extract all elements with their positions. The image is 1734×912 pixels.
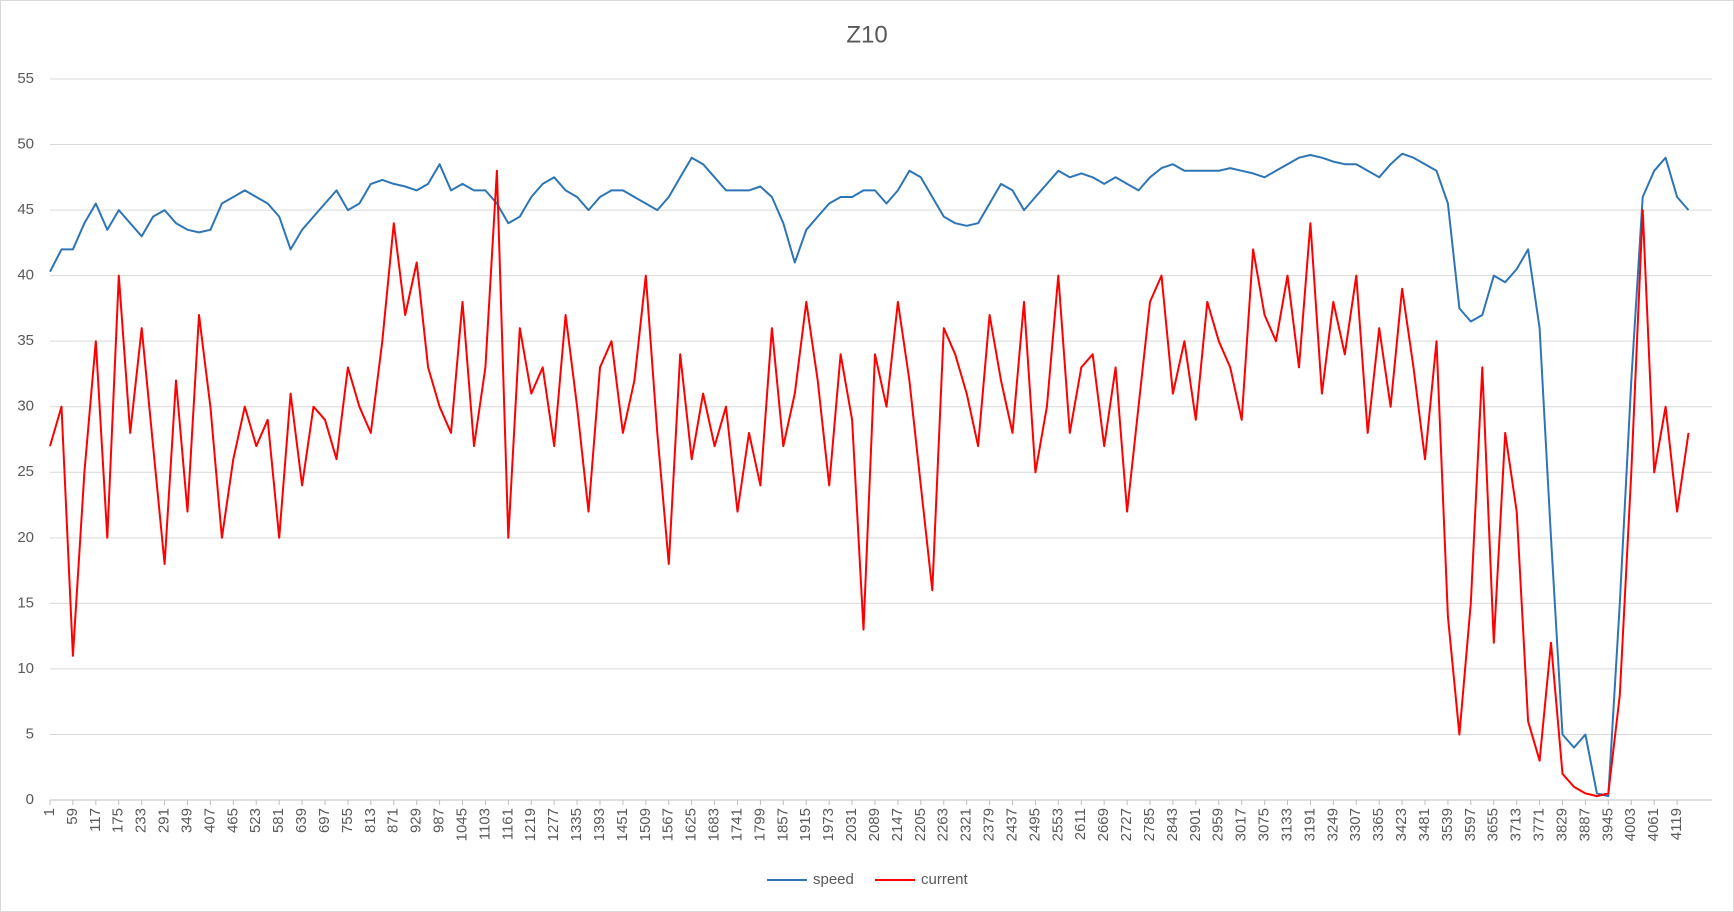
x-tick-label: 3481 (1416, 808, 1433, 841)
y-tick-label: 10 (17, 660, 34, 677)
x-tick-label: 1161 (499, 808, 516, 840)
x-tick-label: 3887 (1576, 808, 1593, 841)
x-tick-label: 1741 (728, 808, 745, 841)
x-tick-label: 4003 (1622, 808, 1639, 841)
x-tick-label: 2553 (1049, 808, 1066, 841)
x-tick-label: 2263 (935, 808, 952, 841)
x-tick-label: 2031 (843, 808, 860, 841)
x-tick-label: 2495 (1026, 808, 1043, 841)
x-tick-label: 2669 (1095, 808, 1112, 841)
x-tick-label: 639 (293, 808, 310, 833)
x-tick-label: 4119 (1668, 808, 1685, 840)
x-tick-label: 2379 (981, 808, 998, 841)
x-tick-label: 3655 (1485, 808, 1502, 841)
x-tick-label: 3829 (1553, 808, 1570, 841)
x-tick-label: 3017 (1233, 808, 1250, 841)
x-tick-label: 465 (224, 808, 241, 833)
x-tick-label: 3133 (1278, 808, 1295, 841)
x-tick-label: 59 (64, 808, 81, 825)
x-tick-label: 3365 (1370, 808, 1387, 841)
x-tick-label: 581 (270, 808, 287, 833)
y-tick-label: 50 (17, 136, 34, 153)
x-tick-label: 175 (110, 808, 127, 833)
x-tick-label: 1915 (797, 808, 814, 841)
x-tick-label: 2901 (1187, 808, 1204, 841)
x-tick-label: 3771 (1531, 808, 1548, 841)
y-tick-label: 25 (17, 463, 34, 480)
x-tick-label: 1103 (476, 808, 493, 840)
x-tick-label: 291 (156, 808, 173, 833)
series-line (49, 169, 1690, 798)
x-tick-label: 349 (178, 808, 195, 833)
x-tick-label: 3249 (1324, 808, 1341, 841)
x-tick-label: 697 (316, 808, 333, 833)
x-tick-label: 3191 (1301, 808, 1318, 841)
x-tick-label: 3945 (1599, 808, 1616, 841)
x-tick-label: 1335 (568, 808, 585, 841)
y-tick-label: 45 (17, 201, 34, 218)
x-tick-label: 1393 (591, 808, 608, 841)
legend-label: speed (813, 871, 854, 888)
x-tick-label: 1857 (774, 808, 791, 841)
x-tick-label: 1567 (660, 808, 677, 841)
x-tick-label: 929 (408, 808, 425, 833)
y-tick-label: 30 (17, 398, 34, 415)
y-tick-label: 5 (26, 725, 34, 742)
x-tick-label: 1277 (545, 808, 562, 841)
x-tick-label: 1 (41, 808, 58, 816)
x-tick-label: 813 (362, 808, 379, 833)
x-tick-label: 1509 (637, 808, 654, 841)
y-tick-label: 0 (26, 791, 34, 808)
y-tick-label: 55 (17, 70, 34, 87)
x-tick-label: 755 (339, 808, 356, 833)
x-tick-label: 1683 (706, 808, 723, 841)
x-tick-label: 1451 (614, 808, 631, 841)
x-tick-label: 2785 (1141, 808, 1158, 841)
legend-label: current (921, 871, 969, 888)
x-tick-label: 3597 (1462, 808, 1479, 841)
y-tick-label: 15 (17, 594, 34, 611)
x-tick-label: 3713 (1508, 808, 1525, 841)
y-tick-label: 20 (17, 529, 34, 546)
x-tick-label: 3423 (1393, 808, 1410, 841)
x-tick-label: 233 (133, 808, 150, 833)
series-line (49, 152, 1690, 798)
x-tick-label: 407 (201, 808, 218, 833)
x-tick-label: 117 (87, 808, 104, 832)
x-tick-label: 1973 (820, 808, 837, 841)
x-tick-label: 1045 (453, 808, 470, 841)
x-tick-label: 2437 (1003, 808, 1020, 841)
x-tick-label: 2205 (912, 808, 929, 841)
x-tick-label: 2089 (866, 808, 883, 841)
x-tick-label: 2611 (1072, 808, 1089, 840)
x-tick-label: 871 (385, 808, 402, 833)
x-tick-label: 2321 (958, 808, 975, 841)
y-tick-label: 35 (17, 332, 34, 349)
x-tick-label: 2843 (1164, 808, 1181, 841)
x-tick-label: 1625 (683, 808, 700, 841)
chart-title: Z10 (846, 21, 887, 48)
x-tick-label: 2727 (1118, 808, 1135, 841)
x-tick-label: 2147 (889, 808, 906, 841)
x-tick-label: 987 (431, 808, 448, 833)
x-tick-label: 4061 (1645, 808, 1662, 841)
x-tick-label: 3075 (1256, 808, 1273, 841)
x-tick-label: 1799 (751, 808, 768, 841)
x-tick-label: 3539 (1439, 808, 1456, 841)
y-tick-label: 40 (17, 267, 34, 284)
x-tick-label: 2959 (1210, 808, 1227, 841)
x-tick-label: 3307 (1347, 808, 1364, 841)
x-tick-label: 523 (247, 808, 264, 833)
x-tick-label: 1219 (522, 808, 539, 841)
